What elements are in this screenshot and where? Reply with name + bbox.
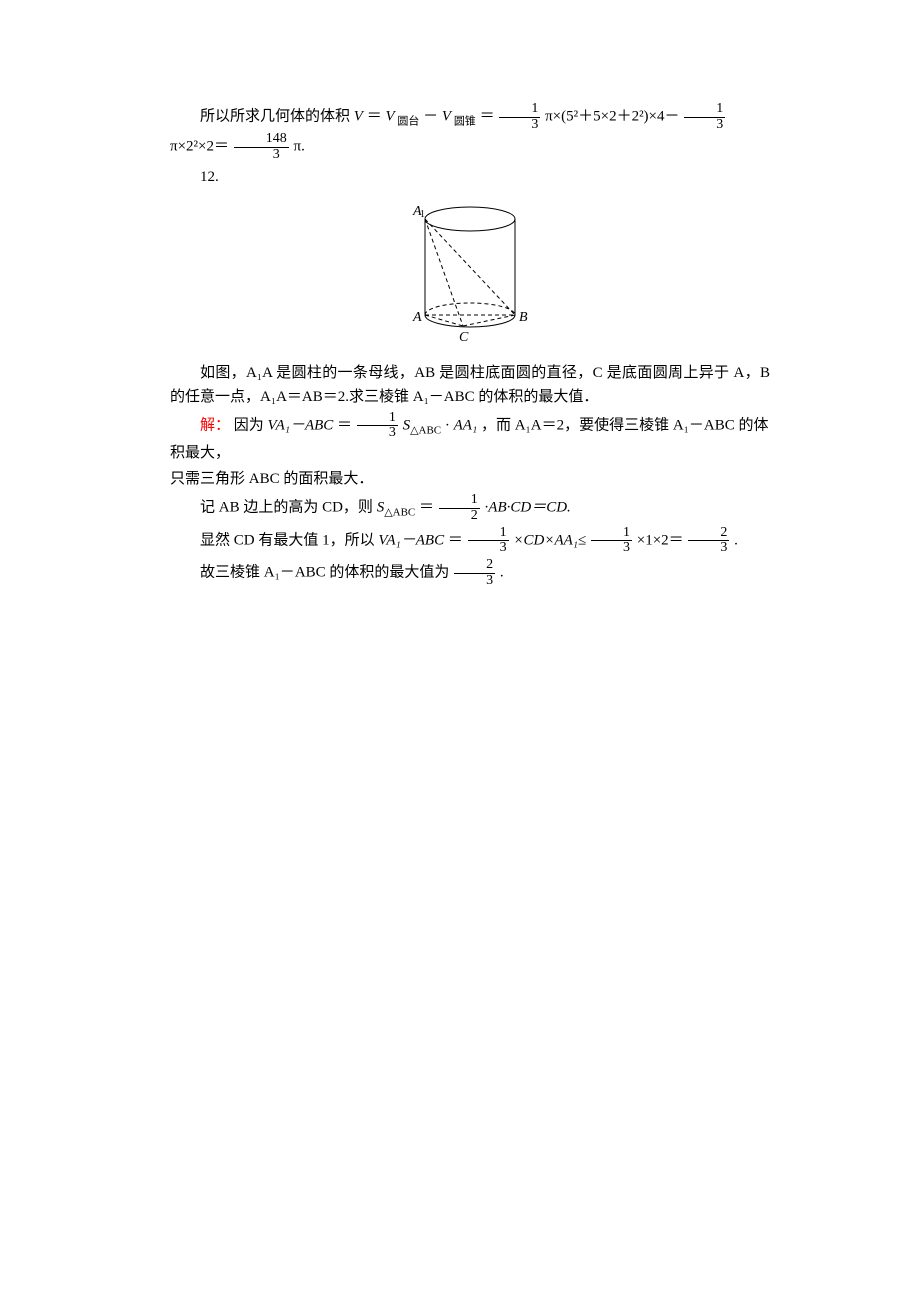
dot: · — [445, 417, 450, 433]
solution-label: 解： — [200, 417, 230, 433]
text: π×2²×2＝ — [170, 139, 229, 155]
label-C: C — [459, 330, 469, 345]
text: . — [734, 532, 738, 548]
solution-line-1b: 只需三角形 ABC 的面积最大． — [170, 467, 770, 491]
text: . — [500, 565, 504, 581]
label-B: B — [519, 310, 528, 325]
sub-cone: 圆锥 — [451, 116, 476, 128]
label-A: A — [412, 310, 422, 325]
fraction-1-3: 13 — [684, 102, 725, 132]
text: VA₁－ABC — [378, 532, 444, 548]
text: VA₁－ABC — [268, 417, 334, 433]
page: 所以所求几何体的体积 V ＝ V 圆台 － V 圆锥 ＝ 13 π×(5²＋5×… — [0, 0, 920, 630]
solution-line-3: 显然 CD 有最大值 1，所以 VA₁－ABC ＝ 13 ×CD×AA₁≤ 13… — [170, 526, 770, 556]
solution-line-4: 故三棱锥 A₁－ABC 的体积的最大值为 23 . — [170, 558, 770, 588]
text: π. — [294, 139, 305, 155]
cylinder-svg: A 1 A B C — [395, 197, 545, 347]
text: ×1×2＝ — [637, 532, 684, 548]
var-AA1: AA₁ — [454, 417, 478, 433]
minus: － — [423, 109, 438, 125]
var-V-frustum: V — [385, 109, 394, 125]
item-number-12: 12. — [170, 165, 770, 189]
eq: ＝ — [367, 109, 382, 125]
cylinder-figure: A 1 A B C — [170, 197, 770, 355]
solution-line-2: 记 AB 边上的高为 CD，则 S△ABC ＝ 12 ·AB·CD＝CD. — [170, 493, 770, 523]
text: 记 AB 边上的高为 CD，则 — [200, 500, 377, 516]
var-V: V — [354, 109, 363, 125]
text: ·AB·CD＝CD. — [485, 500, 571, 516]
eq: ＝ — [480, 109, 495, 125]
text: 因为 — [234, 417, 268, 433]
sub-triangle: △ABC — [384, 507, 415, 519]
var-S: S — [403, 417, 411, 433]
fraction-2-3: 23 — [454, 558, 495, 588]
text: π×(5²＋5×2＋2²)×4－ — [545, 109, 679, 125]
eq: ＝ — [448, 532, 463, 548]
text: 显然 CD 有最大值 1，所以 — [200, 532, 378, 548]
fraction-2-3: 23 — [688, 526, 729, 556]
text: 故三棱锥 A₁－ABC 的体积的最大值为 — [200, 565, 449, 581]
svg-text:1: 1 — [420, 209, 425, 220]
problem-statement: 如图，A₁A 是圆柱的一条母线，AB 是圆柱底面圆的直径，C 是底面圆周上异于 … — [170, 361, 770, 409]
fraction-1-3: 13 — [468, 526, 509, 556]
fraction-1-3: 13 — [591, 526, 632, 556]
paragraph-volume-calc: 所以所求几何体的体积 V ＝ V 圆台 － V 圆锥 ＝ 13 π×(5²＋5×… — [170, 102, 770, 163]
var-V-cone: V — [442, 109, 451, 125]
eq: ＝ — [337, 417, 352, 433]
solution-line-1: 解： 因为 VA₁－ABC ＝ 13 S△ABC · AA₁ ，而 A₁A＝2，… — [170, 411, 770, 465]
fraction-1-3: 13 — [499, 102, 540, 132]
fraction-1-2: 12 — [439, 493, 480, 523]
text: ×CD×AA₁≤ — [513, 532, 586, 548]
eq: ＝ — [419, 500, 434, 516]
text: 所以所求几何体的体积 — [200, 109, 354, 125]
fraction-1-3: 13 — [357, 411, 398, 441]
sub-triangle: △ABC — [410, 424, 441, 436]
fraction-148-3: 1483 — [234, 132, 289, 162]
sub-frustum: 圆台 — [395, 116, 420, 128]
